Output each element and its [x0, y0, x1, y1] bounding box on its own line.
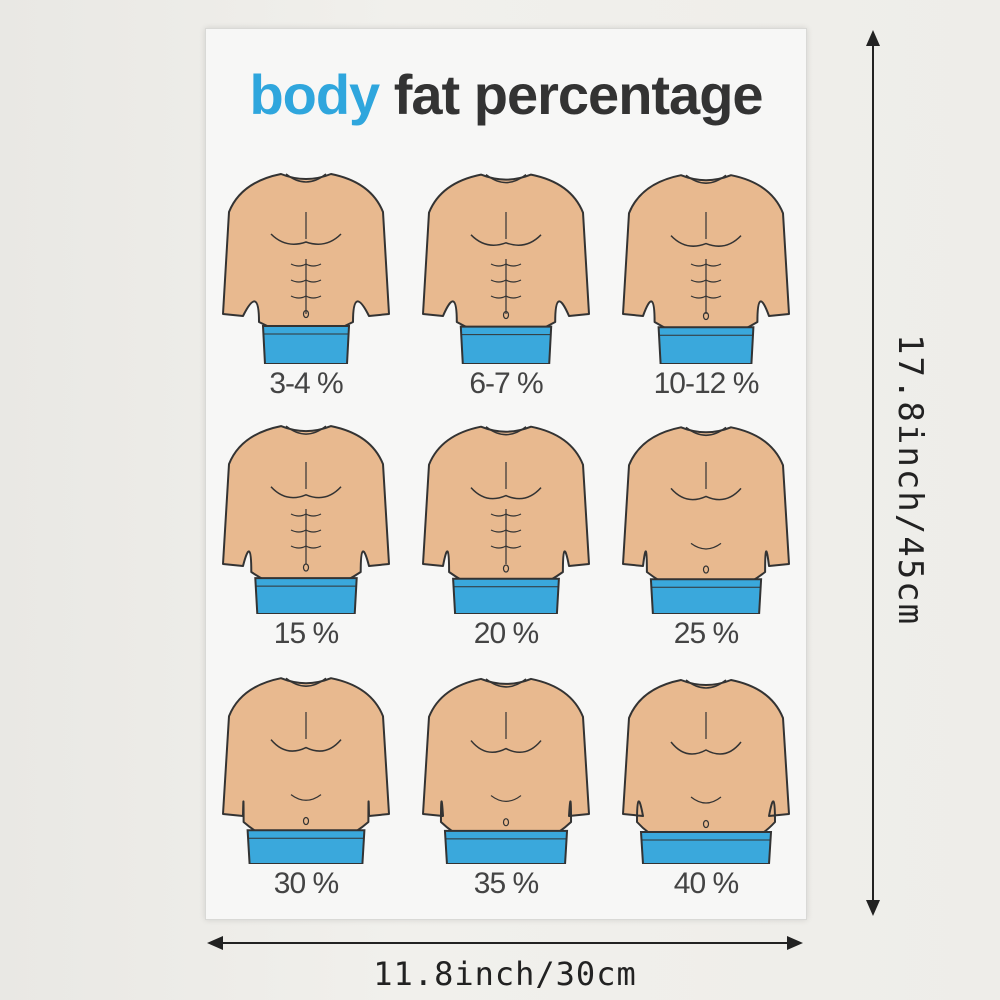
- navel-mark: [302, 309, 310, 319]
- belly-line: [490, 795, 522, 802]
- torso-illustration: [222, 677, 390, 864]
- torso-shape: [222, 677, 390, 845]
- torso-illustration: [422, 677, 590, 864]
- belly-line: [290, 794, 322, 801]
- figure-cell-2: 6-7 %: [406, 159, 606, 409]
- figure-cell-8: 35 %: [406, 659, 606, 909]
- shorts-shape: [452, 577, 560, 614]
- shorts-shape: [246, 829, 366, 864]
- neck-line: [285, 677, 327, 687]
- neck-line: [685, 679, 727, 689]
- figure-cell-5: 20 %: [406, 409, 606, 659]
- navel-mark: [302, 563, 310, 572]
- torso-shape: [622, 174, 790, 341]
- title-rest: fat percentage: [379, 63, 764, 126]
- neck-line: [285, 173, 327, 183]
- belly-line: [690, 542, 722, 550]
- figure-cell-7: 30 %: [206, 659, 406, 909]
- belly-line: [690, 796, 722, 804]
- shorts-shape: [254, 577, 358, 614]
- body-fat-label: 35 %: [473, 867, 539, 900]
- figure-cell-6: 25 %: [606, 409, 806, 659]
- shorts-shape: [657, 326, 755, 364]
- title-accent-word: body: [249, 63, 380, 126]
- shorts-shape: [649, 578, 763, 614]
- shorts-shape: [639, 831, 773, 864]
- width-dimension-label: 11.8inch/30cm: [373, 955, 637, 993]
- torso-shape: [422, 677, 590, 846]
- shorts-shape: [459, 325, 553, 364]
- chest-line: [670, 235, 742, 247]
- body-fat-label: 3-4 %: [269, 367, 343, 400]
- neck-line: [685, 174, 727, 184]
- navel-mark: [302, 816, 310, 826]
- body-fat-label: 40 %: [673, 867, 739, 900]
- torso-illustration: [622, 426, 790, 614]
- poster: body fat percentage 3-4 % 6-7 % 10-12 % …: [205, 28, 807, 920]
- neck-line: [285, 425, 327, 435]
- torso-shape: [422, 173, 590, 340]
- chest-line: [470, 234, 542, 246]
- body-fat-label: 30 %: [273, 867, 339, 900]
- chest-line: [270, 233, 342, 245]
- chest-line: [470, 740, 542, 754]
- width-dimension-arrow: [207, 936, 803, 950]
- torso-shape: [222, 425, 390, 592]
- navel-mark: [702, 311, 710, 321]
- neck-line: [685, 426, 727, 437]
- figure-cell-1: 3-4 %: [206, 159, 406, 409]
- poster-title: body fat percentage: [206, 67, 806, 123]
- figure-cell-4: 15 %: [206, 409, 406, 659]
- height-dimension-label: 17.8inch/45cm: [890, 333, 930, 627]
- navel-mark: [702, 565, 710, 574]
- navel-mark: [502, 564, 510, 573]
- chest-line: [470, 487, 542, 500]
- torso-illustration: [622, 679, 790, 864]
- body-fat-label: 15 %: [273, 617, 339, 650]
- chest-line: [670, 741, 742, 755]
- figure-cell-3: 10-12 %: [606, 159, 806, 409]
- torso-illustration: [422, 425, 590, 614]
- navel-mark: [702, 819, 710, 829]
- body-fat-label: 20 %: [473, 617, 539, 650]
- body-fat-label: 6-7 %: [469, 367, 543, 400]
- torso-illustration: [222, 425, 390, 614]
- torso-shape: [622, 426, 790, 594]
- chest-line: [270, 486, 342, 499]
- navel-mark: [502, 818, 510, 827]
- neck-line: [485, 426, 527, 436]
- navel-mark: [502, 310, 510, 320]
- chest-line: [670, 487, 742, 501]
- neck-line: [485, 174, 527, 184]
- figure-cell-9: 40 %: [606, 659, 806, 909]
- torso-illustration: [622, 174, 790, 364]
- neck-line: [485, 678, 527, 688]
- shorts-shape: [443, 829, 569, 864]
- chest-line: [270, 739, 342, 752]
- shorts-shape: [261, 325, 351, 364]
- torso-illustration: [422, 173, 590, 364]
- body-fat-label: 25 %: [673, 617, 739, 650]
- body-fat-label: 10-12 %: [653, 367, 760, 400]
- torso-illustration: [222, 173, 390, 364]
- figure-grid: 3-4 % 6-7 % 10-12 % 15 % 20 % 25 % 30 %: [206, 159, 806, 919]
- height-dimension-arrow: [866, 30, 880, 916]
